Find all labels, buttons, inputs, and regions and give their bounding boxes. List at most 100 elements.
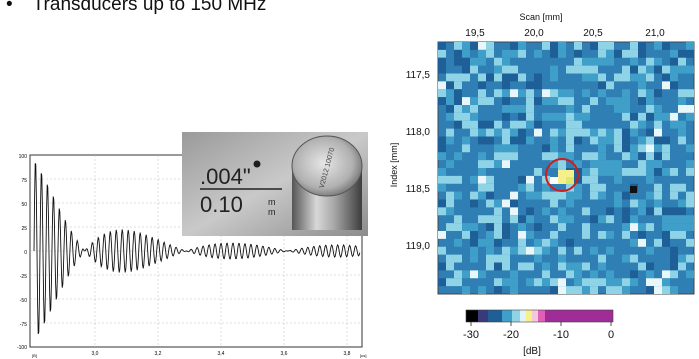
cscan-pixel	[526, 136, 534, 145]
cscan-pixel	[566, 183, 574, 192]
cscan-pixel	[622, 215, 630, 224]
cscan-pixel	[598, 136, 606, 145]
cscan-pixel	[654, 136, 662, 145]
cscan-pixel	[550, 231, 558, 239]
cscan-pixel	[518, 42, 526, 50]
cscan-pixel	[686, 105, 694, 113]
cscan-pixel	[462, 270, 470, 279]
transducer-photo: .004" 0.10 m m V2012 10070	[182, 132, 368, 236]
cscan-pixel	[622, 97, 630, 106]
cscan-pixel	[630, 152, 638, 161]
cscan-pixel	[454, 97, 462, 106]
cscan-pixel	[630, 128, 638, 137]
cscan-pixel	[566, 286, 574, 295]
cscan-pixel	[606, 286, 614, 295]
cscan-pixel	[470, 120, 478, 129]
index-axis-title: Index [mm]	[389, 143, 399, 188]
colorbar-segment	[532, 310, 538, 322]
cscan-pixel	[662, 144, 670, 153]
cscan-pixel	[686, 223, 694, 232]
cscan-pixel	[606, 215, 614, 224]
y-tick-label: -50	[20, 298, 27, 304]
cscan-pixel	[686, 270, 694, 279]
cscan-pixel	[438, 207, 446, 216]
cscan-pixel	[478, 152, 486, 161]
cscan-pixel	[638, 97, 646, 106]
cscan-pixel	[526, 89, 534, 98]
cscan-pixel	[518, 73, 526, 82]
cscan-pixel	[526, 231, 534, 239]
cscan-pixel	[438, 65, 446, 74]
cscan-pixel	[462, 42, 470, 50]
cscan-pixel	[470, 254, 478, 263]
colorbar-segment	[520, 310, 526, 322]
cscan-pixel	[462, 223, 470, 232]
cscan-pixel	[654, 191, 662, 200]
cscan-pixel	[518, 223, 526, 232]
cscan-pixel	[510, 144, 518, 153]
cscan-pixel	[510, 42, 518, 50]
cscan-pixel	[470, 57, 478, 66]
cscan-pixel	[630, 42, 638, 50]
cscan-pixel	[550, 278, 558, 287]
cscan-pixel	[446, 89, 454, 98]
cscan-pixel	[614, 175, 622, 184]
cscan-pixel	[486, 191, 494, 200]
defect-pixel	[566, 177, 574, 184]
cscan-pixel	[678, 105, 686, 113]
x-tick-label: 3,0	[92, 351, 99, 357]
cscan-pixel	[478, 97, 486, 106]
cscan-pixel	[678, 136, 686, 145]
defect-pixel	[558, 170, 566, 177]
cscan-pixel	[638, 223, 646, 232]
cscan-pixel	[478, 49, 486, 58]
cscan-pixel	[646, 128, 654, 137]
cscan-pixel	[598, 215, 606, 224]
cscan-pixel	[662, 152, 670, 161]
cscan-pixel	[494, 160, 502, 169]
cscan-pixel	[454, 270, 462, 279]
cscan-pixel	[622, 231, 630, 239]
cscan-pixel	[502, 65, 510, 74]
cscan-pixel	[686, 215, 694, 224]
cscan-pixel	[638, 120, 646, 129]
cscan-pixel	[622, 73, 630, 82]
cscan-pixel	[438, 199, 446, 208]
cscan-pixel	[446, 105, 454, 113]
cscan-pixel	[494, 262, 502, 271]
cscan-pixel	[590, 278, 598, 287]
cscan-pixel	[646, 191, 654, 200]
cscan-pixel	[566, 105, 574, 113]
cscan-pixel	[686, 112, 694, 121]
cscan-pixel	[646, 223, 654, 232]
cscan-pixel	[678, 97, 686, 106]
cscan-pixel	[446, 97, 454, 106]
cscan-pixel	[494, 207, 502, 216]
cscan-pixel	[566, 238, 574, 247]
cscan-pixel	[654, 57, 662, 66]
cscan-pixel	[646, 112, 654, 121]
cscan-pixel	[502, 105, 510, 113]
cscan-pixel	[438, 81, 446, 90]
y-tick-label: 25	[21, 226, 27, 232]
cscan-pixel	[462, 112, 470, 121]
cscan-pixel	[606, 136, 614, 145]
cscan-pixel	[622, 286, 630, 295]
cscan-pixel	[534, 254, 542, 263]
cscan-pixel	[662, 42, 670, 50]
cscan-pixel	[462, 136, 470, 145]
cscan-pixels	[438, 42, 694, 295]
cscan-pixel	[654, 128, 662, 137]
cscan-pixel	[446, 128, 454, 137]
cscan-pixel	[534, 278, 542, 287]
cscan-pixel	[454, 73, 462, 82]
cscan-pixel	[582, 278, 590, 287]
colorbar-tick: -10	[553, 329, 569, 341]
cscan-pixel	[630, 270, 638, 279]
cscan-pixel	[622, 168, 630, 176]
cscan-pixel	[590, 270, 598, 279]
cscan-pixel	[478, 89, 486, 98]
cscan-pixel	[470, 238, 478, 247]
cscan-pixel	[574, 246, 582, 255]
cscan-pixel	[606, 168, 614, 176]
